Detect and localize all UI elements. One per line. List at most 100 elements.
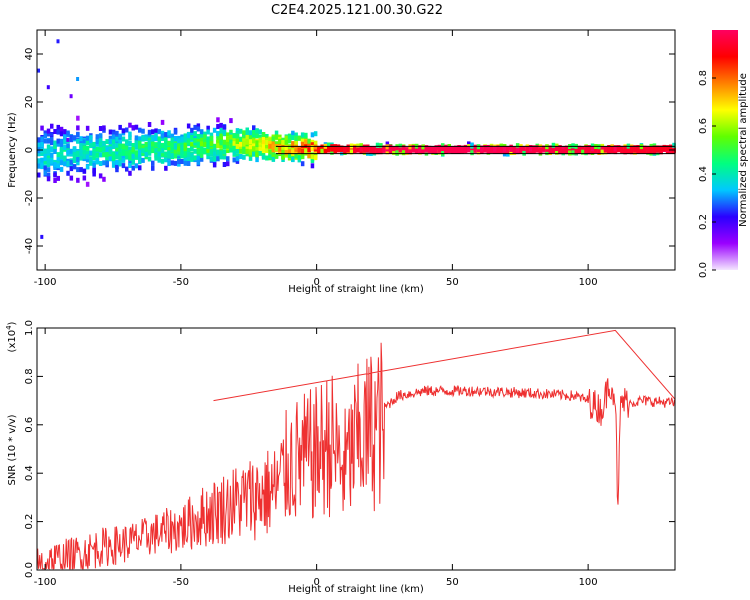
spectrogram-cell bbox=[434, 145, 438, 151]
spectrogram-cell bbox=[662, 144, 666, 150]
spectrogram-cell bbox=[271, 156, 276, 162]
spectrogram-cell bbox=[226, 136, 230, 142]
spectrogram-cell bbox=[317, 147, 321, 153]
spectrogram-cell bbox=[255, 152, 259, 158]
spectrogram-cell bbox=[37, 142, 41, 148]
x-tick-label: 0 bbox=[313, 277, 319, 288]
spectrogram-cell bbox=[147, 156, 152, 162]
spectrogram-cell bbox=[229, 134, 233, 140]
spectrogram-cell bbox=[193, 138, 197, 143]
spectrogram-cell bbox=[209, 149, 214, 155]
spectrogram-cell bbox=[232, 157, 236, 163]
spectrogram-cell bbox=[102, 176, 106, 182]
spectrogram-cell bbox=[147, 140, 152, 146]
spectrogram-cell bbox=[216, 149, 220, 155]
spectrogram-cell bbox=[304, 139, 308, 145]
spectrogram-cell bbox=[199, 156, 204, 162]
y-tick-label: -20 bbox=[24, 190, 35, 206]
spectrogram-cell bbox=[222, 124, 227, 130]
spectrogram-cell bbox=[515, 143, 520, 149]
spectrogram-cell bbox=[457, 145, 461, 150]
spectrogram-cell bbox=[121, 136, 126, 142]
spectrogram-cell bbox=[141, 136, 145, 142]
spectrogram-cell bbox=[600, 149, 605, 155]
spectrogram-cell bbox=[79, 167, 83, 173]
spectrogram-cell bbox=[85, 164, 90, 170]
spectrogram-cell bbox=[76, 131, 80, 137]
spectrogram-cell bbox=[82, 153, 87, 159]
y-tick-label: 0 bbox=[24, 147, 35, 153]
spectrogram-cell bbox=[173, 153, 178, 159]
spectrogram-cell bbox=[85, 140, 90, 146]
spectrogram-cell bbox=[235, 128, 240, 134]
spectrogram-cell bbox=[69, 159, 74, 165]
spectrogram-cell bbox=[115, 146, 119, 152]
spectrogram-cell bbox=[66, 137, 70, 142]
spectrogram-cell bbox=[281, 154, 285, 160]
spectrogram-cell bbox=[232, 141, 236, 147]
spectrogram-cell bbox=[121, 144, 126, 150]
spectrogram-cell bbox=[327, 142, 331, 148]
spectrogram-cell bbox=[147, 122, 152, 127]
spectrogram-cell bbox=[636, 146, 640, 152]
spectrogram-cell bbox=[401, 145, 406, 151]
y-tick-label: 0.4 bbox=[24, 465, 35, 481]
spectrogram-cell bbox=[209, 156, 214, 162]
spectrogram-cell bbox=[128, 122, 132, 128]
spectrogram-cell bbox=[108, 129, 113, 135]
spectrogram-cell bbox=[79, 144, 83, 150]
spectrogram-cell bbox=[59, 166, 64, 172]
spectrogram-cell bbox=[206, 144, 210, 150]
y-tick-label: -40 bbox=[24, 238, 35, 254]
spectrogram-cell bbox=[239, 148, 243, 154]
spectrogram-cell bbox=[216, 143, 220, 149]
spectrogram-cell bbox=[134, 150, 139, 156]
spectrogram-cell bbox=[629, 149, 634, 155]
spectrogram-cell bbox=[209, 135, 214, 141]
spectrogram-cell bbox=[307, 147, 311, 153]
spectrogram-cell bbox=[138, 143, 142, 149]
spectrogram-cell bbox=[154, 135, 158, 141]
spectrogram-cell bbox=[72, 155, 77, 161]
spectrogram-cell bbox=[118, 133, 122, 139]
spectrogram-cell bbox=[206, 151, 210, 156]
spectrogram-cell bbox=[454, 146, 458, 152]
snr-xlabel: Height of straight line (km) bbox=[288, 584, 424, 595]
spectrogram-cell bbox=[121, 128, 126, 134]
spectrogram-cell bbox=[190, 127, 194, 133]
spectrogram-cell bbox=[131, 159, 135, 165]
colorbar-tick-label: 0.6 bbox=[698, 118, 709, 134]
spectrogram-cell bbox=[46, 138, 51, 144]
spectrogram-cell bbox=[66, 130, 70, 136]
spectrogram-cell bbox=[105, 139, 109, 145]
spectrogram-cell bbox=[457, 148, 461, 154]
spectrogram-cell bbox=[281, 148, 285, 154]
spectrogram-cell bbox=[196, 126, 201, 132]
spectrogram-cell bbox=[56, 156, 60, 161]
spectrogram-cell bbox=[40, 160, 44, 166]
spectrogram-cell bbox=[76, 177, 80, 183]
spectrogram-cell bbox=[79, 136, 83, 142]
spectrogram-cell bbox=[121, 150, 126, 156]
spectrogram-cell bbox=[255, 132, 259, 138]
spectrogram-cell bbox=[121, 163, 126, 169]
spectrogram-cell bbox=[128, 160, 132, 166]
spectrogram-cell bbox=[151, 144, 155, 150]
spectrogram-cell bbox=[56, 152, 60, 158]
spectrogram-cell bbox=[164, 165, 168, 171]
spectrogram-cell bbox=[424, 145, 429, 151]
spectrogram-cell bbox=[95, 141, 100, 147]
spectrogram-cell bbox=[125, 150, 129, 156]
spectrogram-cell bbox=[160, 148, 165, 154]
spectrogram-cell bbox=[265, 143, 269, 149]
spectrogram-cell bbox=[134, 135, 139, 141]
spectrogram-cell bbox=[542, 145, 546, 151]
spectrogram-cell bbox=[160, 119, 165, 125]
spectrogram-cell bbox=[177, 146, 181, 152]
spectrogram-cell bbox=[196, 159, 201, 165]
y-tick-label: 1.0 bbox=[24, 320, 35, 336]
spectrogram-cell bbox=[212, 148, 217, 154]
spectrogram-cell bbox=[128, 131, 132, 137]
spectrogram-cell bbox=[37, 148, 41, 154]
spectrogram-cell bbox=[320, 144, 324, 150]
